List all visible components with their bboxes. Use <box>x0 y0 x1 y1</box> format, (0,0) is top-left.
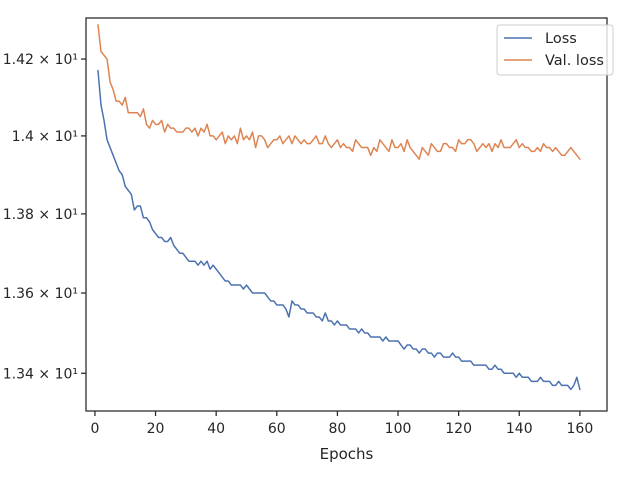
series-layer <box>97 24 581 391</box>
y-tick-label: 1.36 × 10¹ <box>3 286 78 302</box>
x-tick-label: 20 <box>147 421 165 437</box>
y-tick-label: 1.4 × 10¹ <box>12 129 78 145</box>
x-axis: 0 20 40 60 80 100 120 140 160 <box>90 411 593 437</box>
legend-label-loss: Loss <box>545 31 577 47</box>
x-axis-title: Epochs <box>320 445 374 463</box>
x-tick-label: 0 <box>90 421 99 437</box>
y-tick-label: 1.42 × 10¹ <box>3 52 78 68</box>
series-line-val-loss <box>97 24 581 160</box>
legend-label-val-loss: Val. loss <box>545 53 604 69</box>
series-line-loss <box>97 69 581 391</box>
x-tick-label: 120 <box>445 421 472 437</box>
y-tick-label: 1.34 × 10¹ <box>3 366 78 382</box>
x-tick-label: 80 <box>328 421 346 437</box>
y-tick-label: 1.38 × 10¹ <box>3 207 78 223</box>
x-tick-label: 160 <box>567 421 594 437</box>
x-tick-label: 140 <box>506 421 533 437</box>
x-tick-label: 40 <box>207 421 225 437</box>
x-tick-label: 100 <box>385 421 412 437</box>
x-tick-label: 60 <box>268 421 286 437</box>
y-axis: 1.34 × 10¹ 1.36 × 10¹ 1.38 × 10¹ 1.4 × 10¹ 1… <box>3 52 86 382</box>
legend: Loss Val. loss <box>496 24 614 76</box>
